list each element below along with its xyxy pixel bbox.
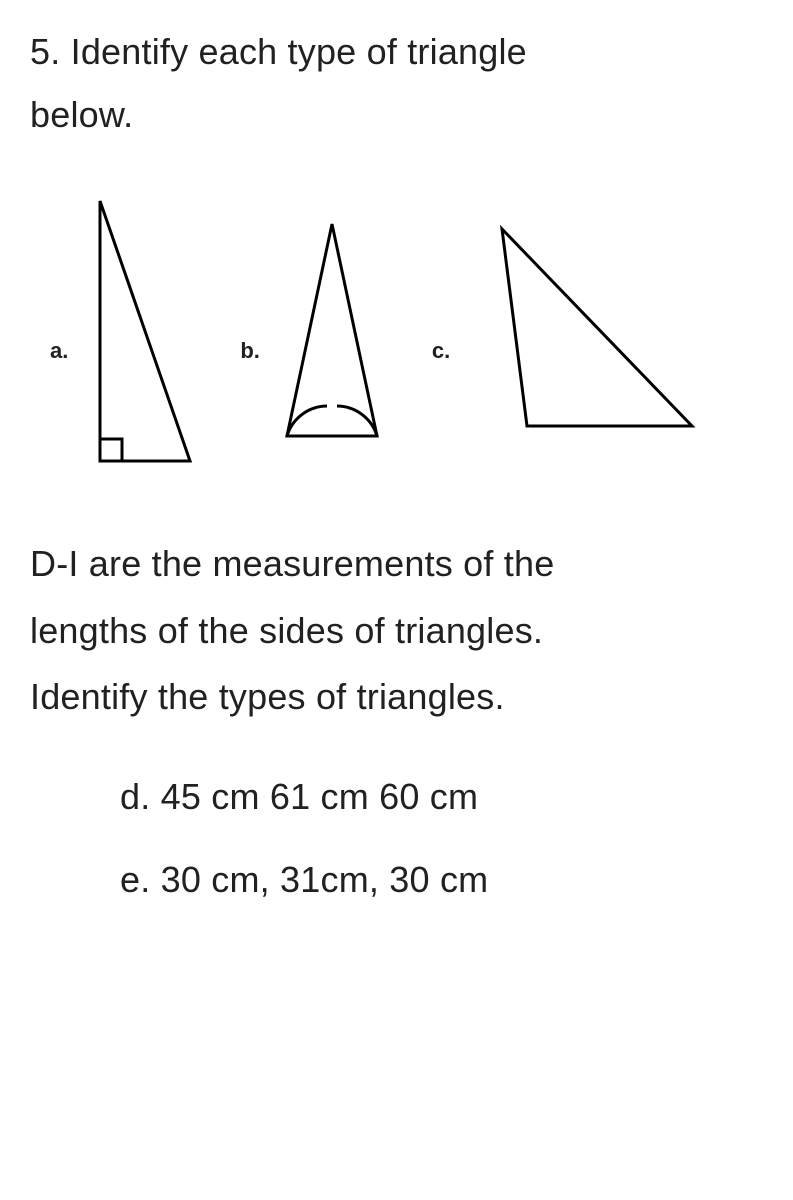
triangle-figures-row: a. b. c.	[50, 191, 763, 471]
figure-c-group: c.	[432, 221, 702, 441]
figure-b-label: b.	[240, 338, 260, 364]
triangle-b	[272, 216, 392, 446]
measurement-list: d. 45 cm 61 cm 60 cm e. 30 cm, 31cm, 30 …	[120, 756, 763, 922]
secondary-line-2: lengths of the sides of triangles.	[30, 598, 763, 665]
item-e: e. 30 cm, 31cm, 30 cm	[120, 839, 763, 922]
item-d: d. 45 cm 61 cm 60 cm	[120, 756, 763, 839]
triangle-a	[80, 191, 200, 471]
figure-a-group: a.	[50, 191, 200, 471]
prompt-line-2: below.	[30, 83, 763, 146]
triangle-c	[462, 221, 702, 441]
secondary-prompt: D-I are the measurements of the lengths …	[30, 531, 763, 731]
question-prompt: 5. Identify each type of triangle below.	[30, 20, 763, 146]
secondary-line-3: Identify the types of triangles.	[30, 664, 763, 731]
secondary-line-1: D-I are the measurements of the	[30, 531, 763, 598]
prompt-line-1: 5. Identify each type of triangle	[30, 20, 763, 83]
figure-a-label: a.	[50, 338, 68, 364]
figure-b-group: b.	[240, 216, 392, 446]
figure-c-label: c.	[432, 338, 450, 364]
